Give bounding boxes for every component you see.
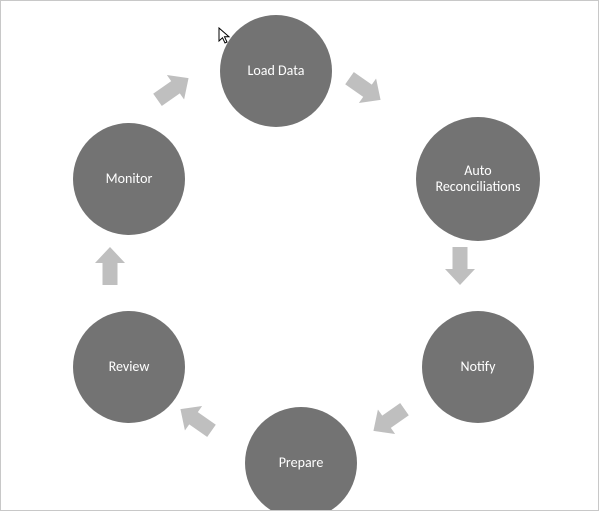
node-label: AutoReconciliations bbox=[435, 163, 520, 195]
diagram-frame: Load Data AutoReconciliations Notify Pre… bbox=[0, 0, 599, 511]
arrow-prepare-to-review bbox=[172, 397, 220, 443]
node-load-data: Load Data bbox=[220, 15, 332, 127]
arrow-monitor-to-load bbox=[149, 66, 197, 112]
arrow-load-to-auto bbox=[341, 66, 389, 112]
node-review: Review bbox=[73, 311, 185, 423]
node-label: Review bbox=[109, 359, 150, 375]
node-label: Prepare bbox=[279, 455, 324, 471]
node-label: Load Data bbox=[248, 63, 305, 79]
arrow-review-to-monitor bbox=[95, 247, 125, 285]
arrow-auto-to-notify bbox=[445, 247, 475, 285]
node-notify: Notify bbox=[422, 311, 534, 423]
node-prepare: Prepare bbox=[245, 407, 357, 511]
node-label: Notify bbox=[461, 359, 496, 375]
arrow-notify-to-prepare bbox=[365, 397, 413, 443]
node-label: Monitor bbox=[106, 171, 153, 187]
node-auto-reconciliations: AutoReconciliations bbox=[416, 117, 540, 241]
node-monitor: Monitor bbox=[73, 123, 185, 235]
